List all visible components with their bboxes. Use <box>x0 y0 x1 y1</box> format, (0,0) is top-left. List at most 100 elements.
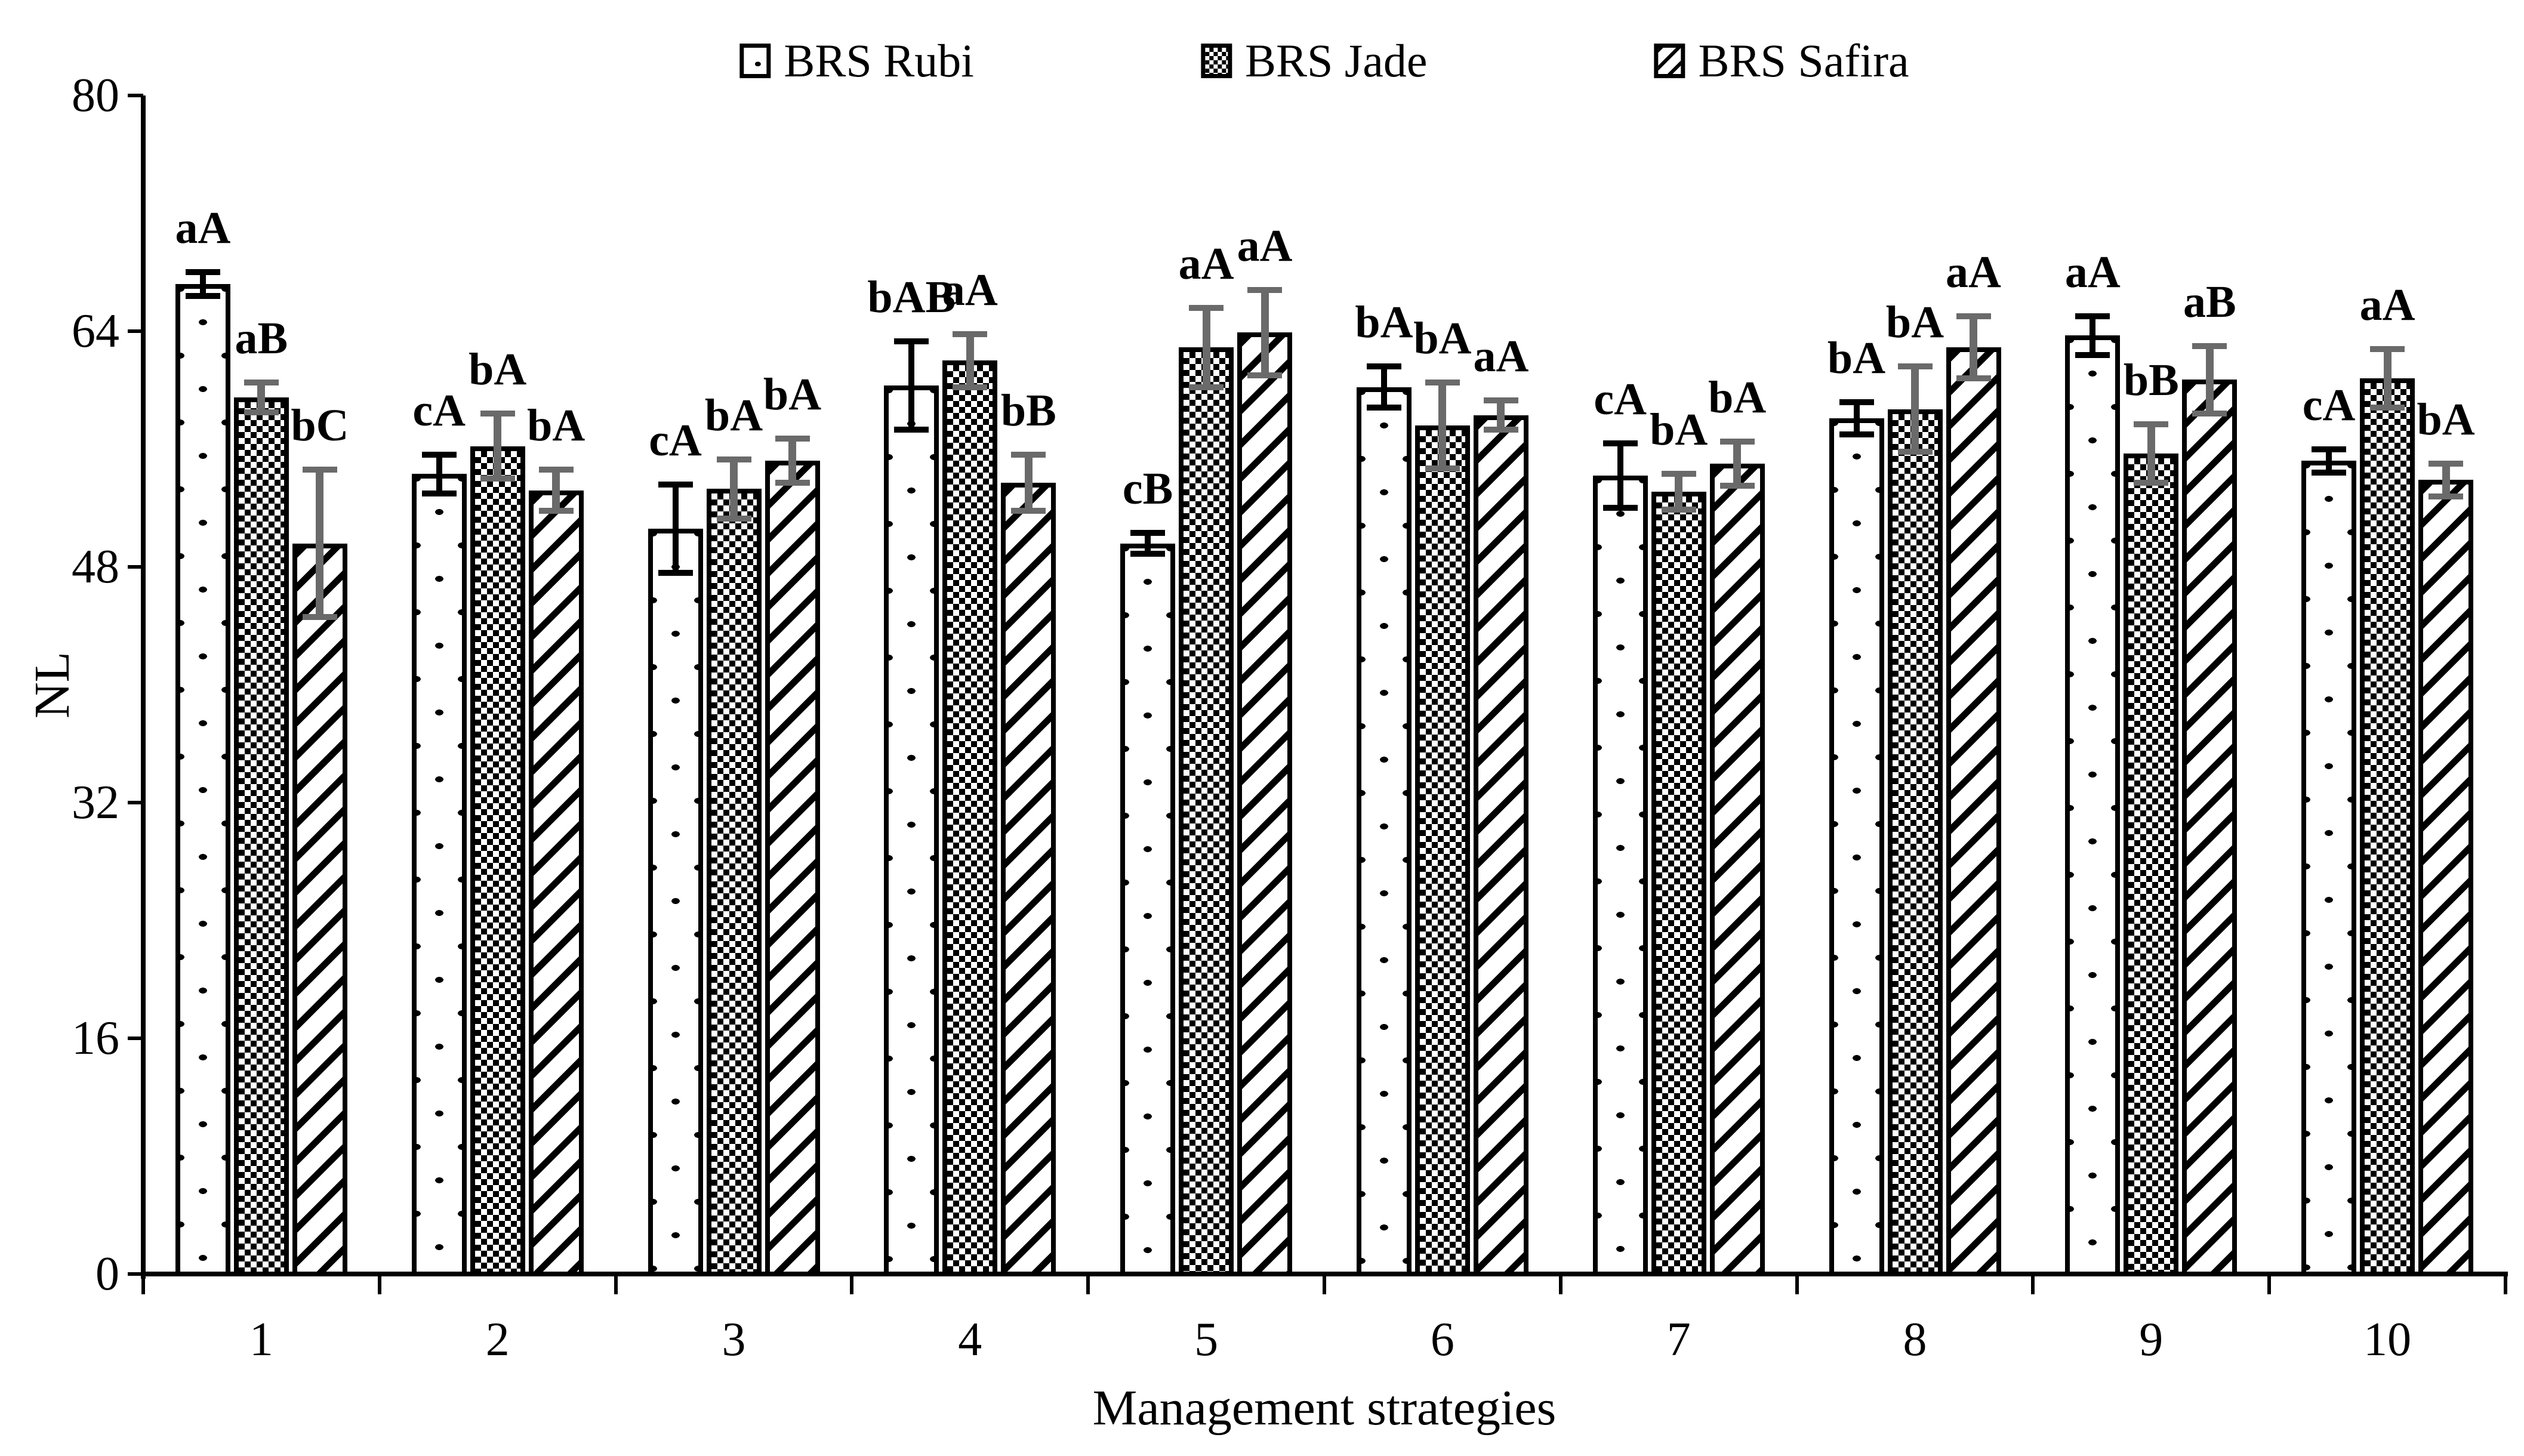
error-bar-brs-rubi-g10 <box>2326 449 2332 473</box>
legend-swatch-brs-safira <box>1654 44 1685 78</box>
error-bar-cap <box>480 411 515 417</box>
x-axis-tick <box>1558 1276 1563 1294</box>
error-bar-cap <box>1366 405 1401 411</box>
bar-significance-label: cB <box>1122 464 1173 514</box>
bar-significance-label: aA <box>2064 247 2121 298</box>
error-bar-cap <box>302 467 337 473</box>
legend-item-label: BRS Jade <box>1244 35 1428 87</box>
error-bar-brs-safira-g9 <box>2205 346 2214 414</box>
x-axis-tick <box>1086 1276 1090 1294</box>
chart-legend: BRS Rubi BRS Jade BRS Safira <box>739 38 1909 84</box>
error-bar-brs-safira-g3 <box>788 439 796 483</box>
x-axis-tick <box>2031 1276 2035 1294</box>
bar-brs-jade-g5 <box>1179 347 1234 1276</box>
y-tick-label: 0 <box>95 1248 119 1300</box>
error-bar-brs-jade-g10 <box>2383 348 2392 408</box>
x-axis-tick <box>1323 1276 1326 1294</box>
bar-significance-label: aA <box>175 203 231 254</box>
error-bar-cap <box>1483 427 1518 433</box>
error-bar-cap <box>2075 351 2110 358</box>
bar-significance-label: bB <box>1000 385 1056 436</box>
error-bar-brs-safira-g5 <box>1261 289 1269 376</box>
error-bar-cap <box>716 456 751 462</box>
bar-brs-jade-g3 <box>706 489 762 1276</box>
bar-brs-safira-g8 <box>1946 347 2001 1276</box>
bar-brs-safira-g1 <box>292 543 347 1276</box>
bar-brs-safira-g4 <box>1001 483 1056 1276</box>
error-bar-cap <box>1719 483 1755 489</box>
bar-brs-rubi-g10 <box>2301 461 2357 1276</box>
bar-significance-label: bC <box>291 400 349 451</box>
x-axis-line <box>141 1272 2508 1276</box>
bar-significance-label: bA <box>1413 313 1472 364</box>
error-bar-cap <box>775 480 810 486</box>
x-axis-tick <box>2267 1276 2272 1294</box>
bar-significance-label: bA <box>2417 394 2475 445</box>
x-category-label: 9 <box>2139 1313 2164 1366</box>
error-bar-cap <box>1839 431 1874 437</box>
bar-brs-rubi-g3 <box>648 528 703 1276</box>
y-tick-label: 48 <box>72 541 119 593</box>
error-bar-cap <box>2312 446 2347 452</box>
bar-significance-label: bA <box>763 369 822 420</box>
error-bar-cap <box>2429 461 2464 467</box>
error-bar-cap <box>2134 480 2169 486</box>
error-bar-cap <box>716 515 751 522</box>
error-bar-cap <box>1425 380 1460 386</box>
error-bar-brs-jade-g6 <box>1438 382 1447 468</box>
bar-significance-label: bA <box>704 390 763 440</box>
bar-brs-jade-g9 <box>2124 453 2179 1276</box>
bar-brs-jade-g2 <box>470 446 525 1276</box>
y-axis-line <box>141 95 146 1279</box>
error-bar-cap <box>894 338 929 345</box>
legend-swatch-brs-rubi <box>739 44 771 78</box>
bar-significance-label: cA <box>2302 380 2356 430</box>
bar-significance-label: bAB <box>867 272 956 323</box>
x-axis-tick <box>614 1276 618 1294</box>
y-axis-tick <box>128 1272 143 1276</box>
error-bar-cap <box>1366 363 1401 370</box>
y-tick-label: 64 <box>72 305 119 357</box>
error-bar-cap <box>302 613 337 620</box>
bar-brs-rubi-g6 <box>1356 387 1412 1276</box>
error-bar-cap <box>538 508 574 514</box>
error-bar-brs-jade-g4 <box>966 334 974 387</box>
bar-brs-safira-g10 <box>2418 480 2474 1276</box>
error-bar-cap <box>244 409 279 415</box>
error-bar-brs-rubi-g9 <box>2090 316 2096 355</box>
error-bar-cap <box>185 269 220 276</box>
x-axis-tick <box>141 1276 145 1294</box>
legend-item-label: BRS Safira <box>1698 35 1909 87</box>
error-bar-cap <box>1839 399 1874 405</box>
bar-brs-safira-g2 <box>528 490 584 1276</box>
bar-brs-jade-g4 <box>942 360 998 1276</box>
error-bar-brs-safira-g1 <box>316 470 324 617</box>
bar-brs-safira-g3 <box>765 461 820 1276</box>
error-bar-cap <box>2312 470 2347 476</box>
error-bar-brs-jade-g3 <box>730 459 738 519</box>
error-bar-brs-jade-g2 <box>494 414 502 479</box>
error-bar-brs-rubi-g1 <box>199 272 206 296</box>
error-bar-cap <box>1011 452 1046 458</box>
bar-brs-rubi-g7 <box>1592 475 1648 1276</box>
bar-significance-label: bA <box>527 400 585 451</box>
error-bar-cap <box>1661 471 1696 477</box>
error-bar-brs-safira-g4 <box>1024 455 1033 511</box>
y-axis-tick <box>128 94 143 97</box>
error-bar-cap <box>244 380 279 386</box>
bar-significance-label: aA <box>1946 247 2001 298</box>
error-bar-cap <box>775 436 810 442</box>
bar-brs-jade-g8 <box>1887 409 1943 1276</box>
bar-brs-safira-g6 <box>1473 415 1528 1276</box>
y-axis-title: NL <box>24 652 80 718</box>
x-category-label: 5 <box>1194 1313 1219 1366</box>
bar-brs-rubi-g8 <box>1829 418 1884 1276</box>
bar-significance-label: cA <box>649 415 702 465</box>
x-axis-title: Management strategies <box>1092 1380 1557 1436</box>
x-axis-tick <box>2504 1276 2507 1294</box>
error-bar-cap <box>421 452 457 458</box>
legend-swatch-brs-jade <box>1200 44 1232 78</box>
error-bar-cap <box>2134 421 2169 427</box>
